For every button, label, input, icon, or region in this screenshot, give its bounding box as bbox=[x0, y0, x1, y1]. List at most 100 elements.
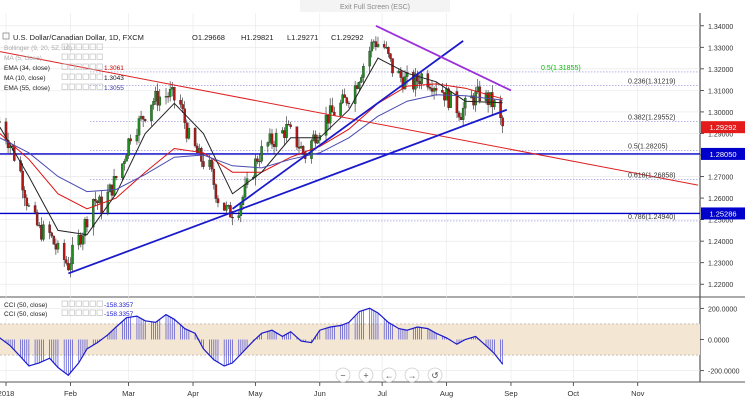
legend-control-icon[interactable] bbox=[61, 43, 68, 50]
zoom-out-button-circle[interactable] bbox=[335, 367, 351, 383]
candle-body bbox=[150, 104, 153, 122]
candle-body bbox=[474, 91, 477, 106]
legend-control-icon[interactable] bbox=[82, 53, 89, 60]
candle-body bbox=[358, 82, 361, 89]
exit-fullscreen-label[interactable]: Exit Full Screen (ESC) bbox=[340, 4, 410, 11]
candle-body bbox=[231, 217, 234, 219]
cci-legend-control-icon[interactable] bbox=[68, 309, 75, 316]
legend-label: EMA (34, close) bbox=[4, 65, 50, 72]
legend-control-icon[interactable] bbox=[75, 53, 82, 60]
legend-control-icon[interactable] bbox=[75, 83, 82, 90]
candle-body bbox=[274, 132, 278, 147]
legend-control-icon[interactable] bbox=[61, 73, 68, 80]
cci-legend-control-icon[interactable] bbox=[96, 300, 103, 307]
zoom-in-button[interactable]: + bbox=[358, 367, 374, 383]
legend-control-icon[interactable] bbox=[96, 83, 103, 90]
legend-control-icon[interactable] bbox=[89, 83, 96, 90]
zoom-out-button[interactable]: − bbox=[335, 367, 351, 383]
cci-legend-control-icon[interactable] bbox=[68, 300, 75, 307]
candle-body bbox=[137, 118, 141, 136]
legend-control-icon[interactable] bbox=[89, 63, 96, 70]
cci-legend-control-icon[interactable] bbox=[89, 309, 96, 316]
candle-body bbox=[353, 85, 357, 104]
candle-body bbox=[54, 244, 58, 250]
legend-control-icon[interactable] bbox=[75, 63, 82, 70]
cci-tick-label: 0.0000 bbox=[708, 338, 730, 345]
candle-body bbox=[179, 100, 182, 105]
candle-body bbox=[35, 212, 39, 226]
cci-legend-control-icon[interactable] bbox=[61, 300, 68, 307]
cci-legend-control-icon[interactable] bbox=[61, 309, 68, 316]
scroll-right-button-circle[interactable] bbox=[404, 367, 420, 383]
candle-body bbox=[254, 158, 257, 178]
reset-button-circle[interactable] bbox=[427, 367, 443, 383]
legend-control-icon[interactable] bbox=[89, 53, 96, 60]
legend-control-icon[interactable] bbox=[89, 73, 96, 80]
legend-control-icon[interactable] bbox=[82, 43, 89, 50]
legend-control-icon[interactable] bbox=[75, 43, 82, 50]
cci-legend-control-icon[interactable] bbox=[96, 309, 103, 316]
candle-body bbox=[295, 126, 299, 148]
candle-body bbox=[316, 139, 319, 144]
cci-legend-control-icon[interactable] bbox=[75, 309, 82, 316]
scroll-left-button[interactable]: ← bbox=[381, 367, 397, 383]
legend-control-icon[interactable] bbox=[82, 63, 89, 70]
legend-control-icon[interactable] bbox=[61, 83, 68, 90]
candle-body bbox=[447, 88, 450, 108]
cci-legend-control-icon[interactable] bbox=[82, 309, 89, 316]
candle-body bbox=[260, 146, 263, 162]
legend-control-icon[interactable] bbox=[68, 43, 75, 50]
time-tick-label: Feb bbox=[64, 389, 77, 398]
legend-control-icon[interactable] bbox=[89, 43, 96, 50]
legend-control-icon[interactable] bbox=[68, 53, 75, 60]
legend-control-icon[interactable] bbox=[96, 73, 103, 80]
scroll-right-button-icon[interactable]: → bbox=[408, 371, 417, 381]
current-price-label: 1.29292 bbox=[709, 123, 736, 132]
scroll-left-button-icon[interactable]: ← bbox=[385, 371, 394, 381]
scroll-right-button[interactable]: → bbox=[404, 367, 420, 383]
legend-control-icon[interactable] bbox=[96, 43, 103, 50]
price-tick-label: 1.30000 bbox=[708, 110, 733, 117]
exit-fullscreen-bar[interactable] bbox=[300, 0, 450, 12]
candle-body bbox=[154, 90, 157, 102]
time-tick-label: May bbox=[248, 389, 262, 398]
legend-control-icon[interactable] bbox=[68, 63, 75, 70]
candle-body bbox=[187, 128, 191, 139]
candle-body bbox=[387, 47, 390, 54]
reset-button[interactable]: ↺ bbox=[427, 367, 443, 383]
zoom-in-button-icon[interactable]: + bbox=[363, 371, 368, 381]
zoom-in-button-circle[interactable] bbox=[358, 367, 374, 383]
legend-control-icon[interactable] bbox=[96, 53, 103, 60]
candle-body bbox=[341, 94, 344, 104]
cci-band bbox=[0, 323, 700, 356]
candle-body bbox=[397, 70, 401, 74]
legend-control-icon[interactable] bbox=[68, 83, 75, 90]
candle-body bbox=[208, 159, 211, 167]
cci-legend-control-icon[interactable] bbox=[82, 300, 89, 307]
candle-body bbox=[405, 72, 409, 77]
legend-control-icon[interactable] bbox=[68, 73, 75, 80]
candle-body bbox=[143, 119, 147, 122]
zoom-out-button-icon[interactable]: − bbox=[340, 371, 345, 381]
legend-control-icon[interactable] bbox=[82, 83, 89, 90]
collapse-icon[interactable] bbox=[2, 32, 10, 40]
legend-control-icon[interactable] bbox=[61, 63, 68, 70]
candle-body bbox=[106, 191, 110, 214]
legend-control-icon[interactable] bbox=[82, 73, 89, 80]
indicator-legend: Bollinger (9, 20, 5Z, 10) MA (5, close) EM… bbox=[4, 43, 124, 92]
legend-control-icon[interactable] bbox=[61, 53, 68, 60]
candle-body bbox=[243, 184, 247, 198]
candle-body bbox=[418, 81, 421, 85]
candle-body bbox=[85, 219, 89, 228]
candle-body bbox=[347, 102, 351, 105]
reset-button-icon[interactable]: ↺ bbox=[431, 371, 439, 381]
cci-legend-control-icon[interactable] bbox=[75, 300, 82, 307]
legend-label: EMA (55, close) bbox=[4, 85, 50, 92]
cci-legend-control-icon[interactable] bbox=[89, 300, 96, 307]
candle-body bbox=[98, 196, 101, 204]
scroll-left-button-circle[interactable] bbox=[381, 367, 397, 383]
legend-control-icon[interactable] bbox=[75, 73, 82, 80]
time-axis-labels: 2018 Feb Mar Apr May Jun Jul Aug Sep Oct Nov bbox=[0, 382, 645, 398]
legend-control-icon[interactable] bbox=[96, 63, 103, 70]
